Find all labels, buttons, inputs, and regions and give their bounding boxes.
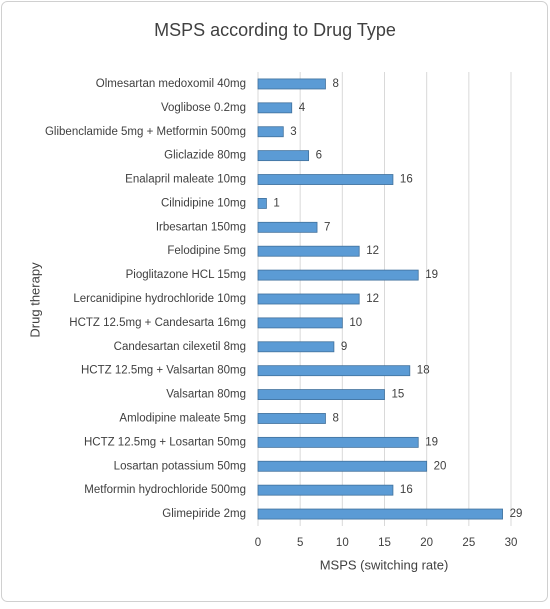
data-label: 6 bbox=[316, 150, 322, 162]
y-tick-label: Enalapril maleate 10mg bbox=[125, 174, 246, 186]
bar bbox=[257, 245, 360, 257]
bar bbox=[257, 365, 411, 377]
y-tick-label: Valsartan 80mg bbox=[166, 389, 246, 401]
y-tick-label: Losartan potassium 50mg bbox=[114, 460, 246, 472]
y-tick-label: Glimepiride 2mg bbox=[162, 508, 246, 520]
y-tick-label: Metformin hydrochloride 500mg bbox=[84, 484, 246, 496]
bar bbox=[257, 150, 309, 162]
data-label: 19 bbox=[425, 436, 438, 448]
y-tick-label: Olmesartan medoxomil 40mg bbox=[96, 78, 246, 90]
x-tick-label: 0 bbox=[255, 537, 261, 549]
data-label: 19 bbox=[425, 269, 438, 281]
y-tick-label: Glibenclamide 5mg + Metformin 500mg bbox=[45, 126, 246, 138]
y-tick-label: HCTZ 12.5mg + Candesarta 16mg bbox=[69, 317, 246, 329]
y-axis-title: Drug therapy bbox=[27, 262, 42, 338]
data-label: 12 bbox=[366, 293, 379, 305]
data-label: 29 bbox=[510, 508, 523, 520]
data-label: 1 bbox=[273, 197, 279, 209]
x-tick-label: 25 bbox=[462, 537, 475, 549]
bar bbox=[257, 484, 394, 496]
bar bbox=[257, 78, 326, 90]
y-tick-label: Irbesartan 150mg bbox=[156, 221, 246, 233]
bar bbox=[257, 269, 419, 281]
data-label: 8 bbox=[332, 78, 338, 90]
y-tick-label: HCTZ 12.5mg + Valsartan 80mg bbox=[81, 365, 246, 377]
data-label: 18 bbox=[417, 365, 430, 377]
chart-title: MSPS according to Drug Type bbox=[154, 20, 396, 40]
x-tick-label: 10 bbox=[336, 537, 349, 549]
bar bbox=[257, 126, 284, 138]
bar bbox=[257, 508, 503, 520]
data-label: 16 bbox=[400, 174, 413, 186]
bar bbox=[257, 436, 419, 448]
data-label: 20 bbox=[434, 460, 447, 472]
bar bbox=[257, 413, 326, 424]
bar bbox=[257, 198, 267, 209]
bar bbox=[257, 389, 385, 400]
y-tick-label: Gliclazide 80mg bbox=[164, 150, 246, 162]
data-label: 8 bbox=[332, 413, 338, 425]
y-tick-label: Candesartan cilexetil 8mg bbox=[114, 341, 246, 353]
y-tick-label: Lercanidipine hydrochloride 10mg bbox=[73, 293, 246, 305]
data-label: 3 bbox=[290, 126, 296, 138]
x-tick-label: 5 bbox=[297, 537, 303, 549]
data-label: 9 bbox=[341, 341, 347, 353]
data-label: 4 bbox=[299, 102, 306, 114]
x-axis-title: MSPS (switching rate) bbox=[320, 557, 449, 572]
bar bbox=[257, 293, 360, 305]
y-tick-label: Pioglitazone HCL 15mg bbox=[126, 269, 246, 281]
y-tick-label: HCTZ 12.5mg + Losartan 50mg bbox=[84, 436, 246, 448]
bar bbox=[257, 221, 318, 233]
bar bbox=[257, 317, 343, 329]
y-tick-label: Voglibose 0.2mg bbox=[161, 102, 246, 114]
x-tick-label: 15 bbox=[378, 537, 391, 549]
x-tick-label: 30 bbox=[505, 537, 518, 549]
data-label: 10 bbox=[349, 317, 362, 329]
bar bbox=[257, 102, 293, 114]
data-label: 15 bbox=[392, 389, 405, 401]
bar bbox=[257, 460, 428, 472]
data-label: 7 bbox=[324, 221, 330, 233]
x-tick-label: 20 bbox=[420, 537, 433, 549]
y-tick-label: Amlodipine maleate 5mg bbox=[119, 413, 246, 425]
data-label: 16 bbox=[400, 484, 413, 496]
data-label: 12 bbox=[366, 245, 379, 257]
bar bbox=[257, 174, 394, 185]
y-tick-label: Felodipine 5mg bbox=[167, 245, 246, 257]
y-tick-label: Cilnidipine 10mg bbox=[161, 197, 246, 209]
bar bbox=[257, 341, 335, 353]
